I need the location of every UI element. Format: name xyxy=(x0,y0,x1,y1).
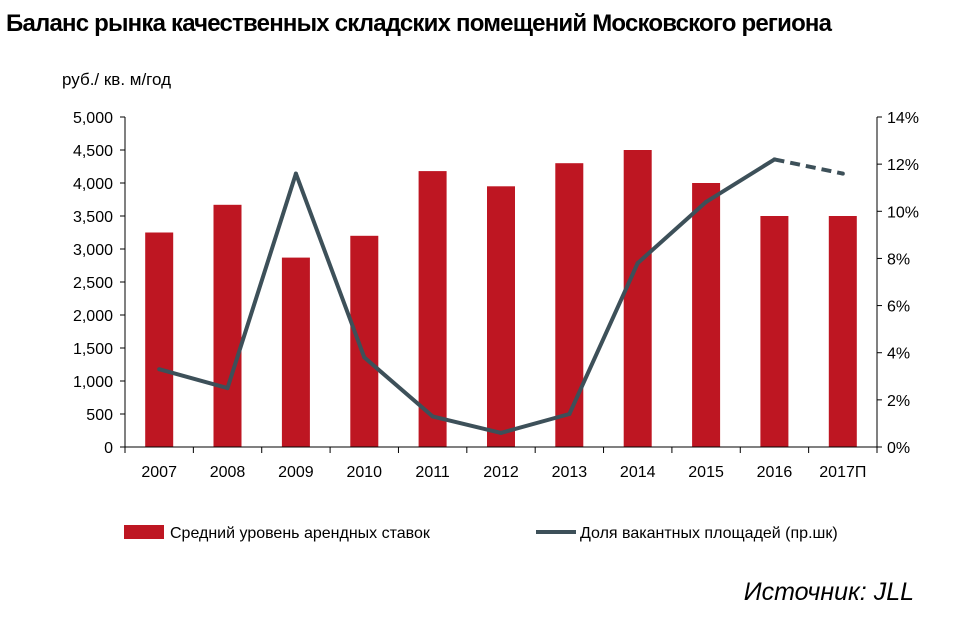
chart-title: Баланс рынка качественных складских поме… xyxy=(6,10,832,37)
bar-2017П xyxy=(828,216,857,447)
y-left-tick-label: 5,000 xyxy=(73,110,113,127)
bar-2015 xyxy=(692,183,721,447)
x-tick-label: 2010 xyxy=(346,464,382,481)
source-note: Источник: JLL xyxy=(743,578,914,606)
vacancy-line-solid xyxy=(158,157,776,435)
y-left-tick-label: 3,000 xyxy=(73,242,113,259)
x-tick-label: 2008 xyxy=(210,464,246,481)
vacancy-point-2017П xyxy=(840,171,845,176)
legend-swatch-bar xyxy=(124,525,164,539)
y-left-tick-label: 1,500 xyxy=(73,341,113,358)
y-left-tick-label: 4,500 xyxy=(73,143,113,160)
x-tick-label: 2013 xyxy=(552,464,588,481)
bar-2008 xyxy=(213,204,242,447)
y-left-tick-label: 1,000 xyxy=(73,374,113,391)
x-tick-label: 2016 xyxy=(757,464,793,481)
y-left-tick-label: 4,000 xyxy=(73,176,113,193)
y-right-tick-label: 0% xyxy=(887,440,910,457)
y-left-tick-label: 0 xyxy=(104,440,113,457)
vacancy-point-2008 xyxy=(225,386,230,391)
x-tick-label: 2011 xyxy=(415,464,450,481)
bar-2012 xyxy=(487,186,515,448)
bar-2009 xyxy=(281,257,310,447)
axes-group: 0 500 1,000 1,500 2,000 2,500 3,000 3,500 4,000 4… xyxy=(73,110,919,481)
vacancy-line-forecast xyxy=(774,157,844,176)
x-tick-label: 2015 xyxy=(688,464,724,481)
y-right-tick-label: 14% xyxy=(887,110,919,127)
x-tick-label: 2012 xyxy=(483,464,519,481)
y-left-tick-label: 2,000 xyxy=(73,308,113,325)
vacancy-point-2012 xyxy=(499,430,503,435)
bar-2011 xyxy=(418,171,447,447)
x-tick-label: 2014 xyxy=(620,464,656,481)
bars-group xyxy=(145,150,857,448)
bar-2007 xyxy=(145,232,174,447)
y-axis-left-label: руб./ кв. м/год xyxy=(62,70,172,89)
vacancy-point-2009 xyxy=(293,171,298,176)
y-right-tick-label: 6% xyxy=(887,299,910,316)
vacancy-point-2016 xyxy=(772,157,777,162)
bar-2014 xyxy=(623,150,652,447)
y-right-tick-label: 4% xyxy=(887,346,910,363)
legend-label-bar: Средний уровень арендных ставок xyxy=(170,525,431,542)
vacancy-point-2015 xyxy=(704,199,709,204)
x-tick-label: 2009 xyxy=(278,464,314,481)
y-right-tick-label: 10% xyxy=(887,204,919,221)
y-right-tick-label: 8% xyxy=(887,251,910,268)
bar-2013 xyxy=(555,163,584,447)
x-tick-label: 2007 xyxy=(141,464,177,481)
y-left-tick-label: 2,500 xyxy=(73,275,113,292)
vacancy-point-2014 xyxy=(635,261,640,266)
legend: Средний уровень арендных ставок Доля вак… xyxy=(124,525,838,542)
bar-2016 xyxy=(760,216,789,447)
vacancy-line-group xyxy=(157,157,845,435)
x-tick-label: 2017П xyxy=(819,464,866,481)
vacancy-point-2013 xyxy=(567,412,572,416)
y-left-tick-label: 500 xyxy=(86,407,113,424)
vacancy-point-2007 xyxy=(157,367,162,372)
bar-2010 xyxy=(350,235,379,447)
legend-label-line: Доля вакантных площадей (пр.шк) xyxy=(580,525,838,542)
y-right-tick-label: 12% xyxy=(887,157,919,174)
vacancy-point-2010 xyxy=(362,355,367,360)
y-right-tick-label: 2% xyxy=(887,393,910,410)
y-left-tick-label: 3,500 xyxy=(73,209,113,226)
vacancy-point-2011 xyxy=(430,414,435,419)
